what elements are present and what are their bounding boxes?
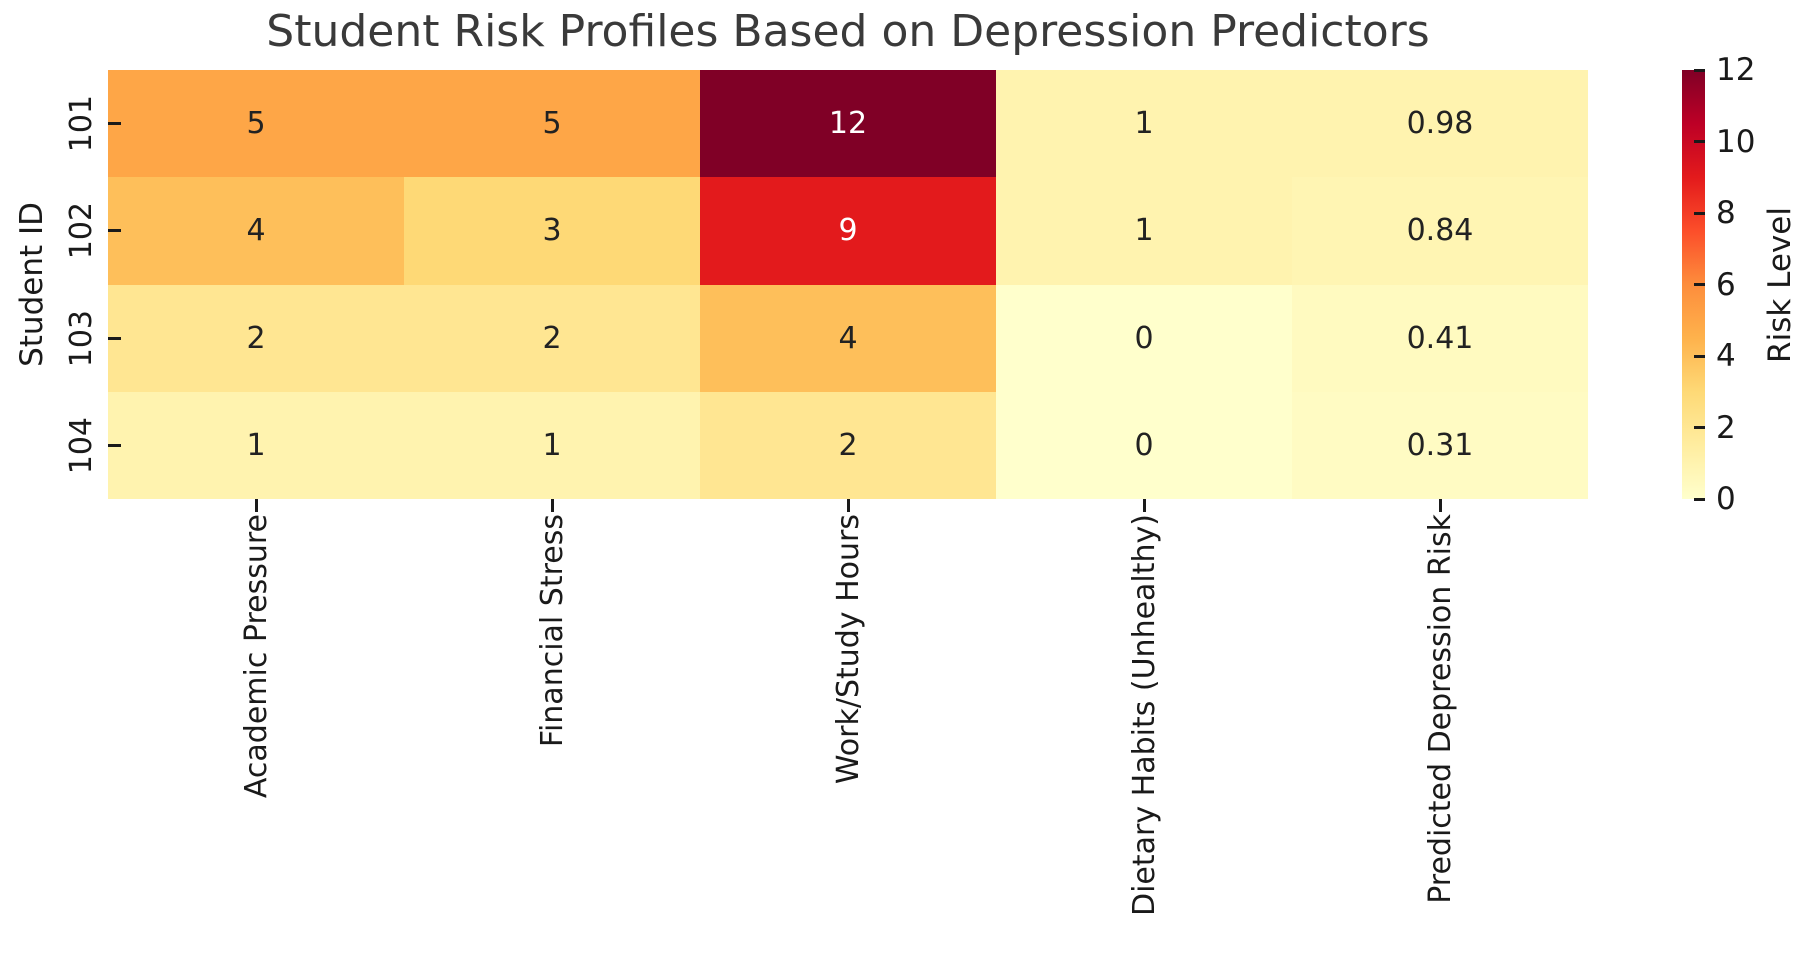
colorbar-tick-mark [1694,211,1705,215]
heatmap-cell: 1 [108,391,404,499]
heatmap-cell: 1 [404,391,700,499]
colorbar-tick-mark [1694,497,1705,501]
x-tick-label: Financial Stress [534,514,570,748]
colorbar-tick-label: 0 [1716,481,1736,517]
y-axis-label: Student ID [14,202,50,367]
tick-mark [550,499,554,512]
x-tick-label: Predicted Depression Risk [1422,514,1458,904]
heatmap-cell: 2 [404,284,700,392]
colorbar-tick-mark [1694,354,1705,358]
colorbar-tick-mark [1694,283,1705,286]
heatmap-cell: 1 [996,70,1292,178]
x-tick-label: Work/Study Hours [830,514,866,785]
tick-mark [108,229,121,233]
heatmap-cell: 9 [700,177,996,285]
x-tick-label: Dietary Habits (Unhealthy) [1126,514,1162,917]
colorbar-tick-label: 12 [1716,52,1756,88]
y-tick-label: 104 [64,416,99,475]
heatmap-cell: 5 [108,70,404,178]
x-tick-label: Academic Pressure [238,514,274,799]
colorbar [1682,70,1705,499]
tick-mark [1142,499,1146,512]
heatmap-cell: 4 [700,284,996,392]
colorbar-tick-label: 10 [1716,123,1756,160]
heatmap-cell: 2 [108,284,404,392]
tick-mark [846,499,850,512]
heatmap-cell: 1 [996,177,1292,285]
heatmap-cell: 0.31 [1292,391,1588,499]
colorbar-tick-label: 6 [1716,266,1736,303]
heatmap-cell: 5 [404,70,700,178]
colorbar-tick-label: 2 [1716,409,1736,446]
chart-title: Student Risk Profiles Based on Depressio… [266,6,1430,57]
y-tick-label: 102 [64,202,99,260]
y-tick-label: 103 [64,309,99,367]
heatmap-cell: 0.41 [1292,284,1588,392]
colorbar-tick-label: 8 [1716,195,1736,231]
tick-mark [254,499,258,512]
tick-mark [108,122,121,126]
heatmap-cell: 2 [700,391,996,499]
heatmap-cell: 4 [108,177,404,285]
y-tick-label: 101 [64,95,99,153]
heatmap-cell: 12 [700,70,996,178]
heatmap-cell: 0 [996,284,1292,392]
heatmap-grid: 5 5 12 1 0.98 4 3 9 1 0.84 2 2 4 0 0.41 1 1 2 0 0.31 [108,70,1588,499]
tick-mark [108,443,121,447]
heatmap-cell: 0 [996,391,1292,499]
tick-mark [108,336,121,340]
heatmap-cell: 0.98 [1292,70,1588,178]
heatmap-cell: 3 [404,177,700,285]
colorbar-label: Risk Level [1762,206,1798,363]
colorbar-tick-mark [1694,68,1705,72]
colorbar-tick-label: 4 [1716,338,1736,374]
heatmap-cell: 0.84 [1292,177,1588,285]
colorbar-tick-mark [1694,426,1705,429]
colorbar-tick-mark [1694,140,1705,143]
tick-mark [1438,499,1442,512]
